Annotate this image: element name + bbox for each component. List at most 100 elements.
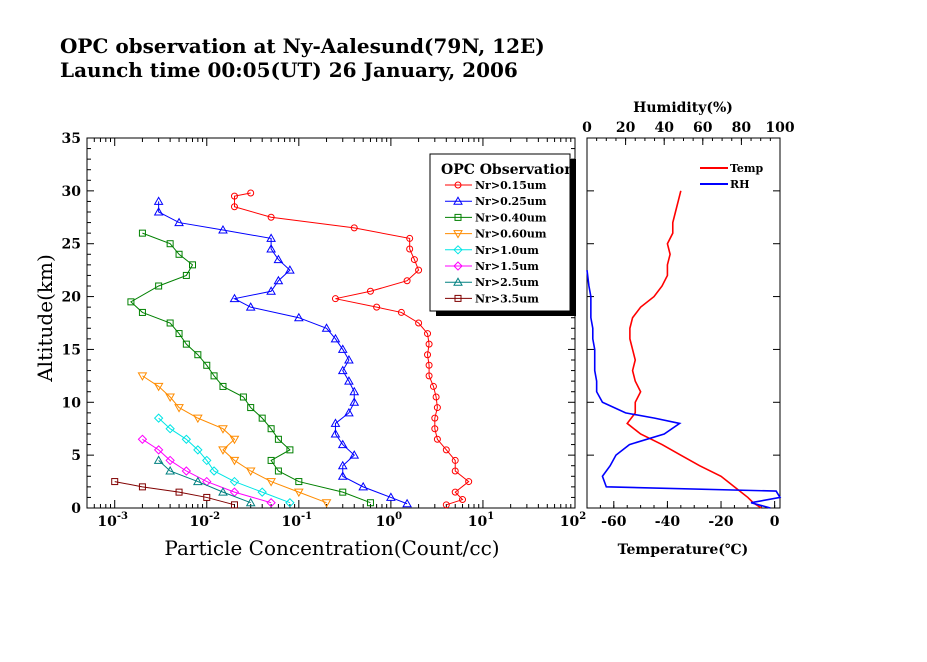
opc-data-point bbox=[229, 293, 240, 303]
opc-series-5 bbox=[153, 413, 295, 508]
opc-series-8 bbox=[111, 478, 238, 509]
opc-panel: 0 5 10 15 20 25 30 35 10-3 10-2 10-1 100 101 102 Part… bbox=[33, 131, 586, 560]
opc-y-tick-label: 10 bbox=[62, 395, 82, 411]
met-axis-ticks: -60 -40 -20 0 0 20 40 60 80 100 bbox=[582, 120, 795, 530]
opc-data-point bbox=[402, 498, 412, 508]
opc-series-line bbox=[142, 375, 327, 504]
legend-entry-marker bbox=[453, 277, 463, 286]
opc-data-point bbox=[138, 483, 146, 491]
opc-data-point bbox=[165, 393, 175, 403]
legend-rh-label: RH bbox=[730, 178, 750, 191]
opc-data-point bbox=[137, 372, 148, 381]
opc-data-point bbox=[137, 434, 148, 444]
opc-data-point bbox=[229, 435, 240, 445]
opc-data-point bbox=[175, 488, 183, 496]
opc-data-point bbox=[397, 308, 405, 316]
opc-data-point bbox=[386, 492, 396, 501]
opc-data-point bbox=[431, 425, 439, 433]
temperature-tick-label: -20 bbox=[708, 514, 734, 530]
opc-data-point bbox=[410, 256, 418, 264]
opc-data-point bbox=[192, 476, 203, 486]
opc-series-7 bbox=[153, 455, 256, 507]
legend-entry-marker bbox=[453, 230, 463, 239]
opc-data-point bbox=[266, 478, 276, 487]
legend-entry-label: Nr>3.5um bbox=[475, 292, 539, 305]
opc-data-point bbox=[406, 234, 414, 242]
opc-y-tick-label: 15 bbox=[62, 342, 81, 358]
opc-data-point bbox=[245, 467, 256, 477]
opc-data-point bbox=[218, 487, 228, 496]
opc-data-point bbox=[153, 445, 164, 455]
opc-series-line bbox=[158, 417, 291, 504]
opc-data-point bbox=[321, 499, 332, 508]
opc-data-point bbox=[153, 206, 164, 216]
opc-data-point bbox=[403, 277, 411, 285]
opc-data-point bbox=[330, 333, 341, 343]
opc-data-point bbox=[230, 192, 238, 200]
opc-series-3 bbox=[127, 229, 374, 507]
opc-data-point bbox=[175, 250, 183, 258]
opc-data-point bbox=[138, 229, 146, 237]
legend-entry-label: Nr>2.5um bbox=[475, 276, 539, 289]
opc-data-point bbox=[424, 330, 432, 338]
temperature-axis-label: Temperature(℃) bbox=[618, 542, 749, 558]
temperature-tick-label: -60 bbox=[601, 514, 627, 530]
legend-entry-label: Nr>1.0um bbox=[475, 244, 539, 257]
opc-data-point bbox=[349, 450, 360, 459]
opc-data-point bbox=[166, 319, 174, 327]
opc-data-point bbox=[465, 478, 473, 486]
opc-series-line bbox=[158, 201, 408, 505]
opc-data-point bbox=[425, 361, 433, 369]
opc-data-point bbox=[266, 286, 276, 295]
opc-x-tick-label: 10-1 bbox=[282, 511, 313, 530]
opc-y-tick-label: 20 bbox=[62, 290, 82, 306]
legend-temp-label: Temp bbox=[730, 162, 764, 175]
opc-y-tick-label: 25 bbox=[62, 237, 81, 253]
opc-data-point bbox=[432, 393, 440, 401]
opc-data-point bbox=[258, 414, 266, 422]
opc-data-point bbox=[153, 196, 164, 205]
opc-data-point bbox=[239, 393, 247, 401]
met-panel: -60 -40 -20 0 0 20 40 60 80 100 Temperature(℃) Hu… bbox=[582, 100, 795, 558]
opc-data-point bbox=[166, 240, 174, 248]
opc-series-4 bbox=[137, 372, 332, 508]
opc-data-point bbox=[330, 428, 341, 438]
opc-data-point bbox=[266, 233, 276, 242]
opc-data-point bbox=[429, 382, 437, 390]
opc-data-point bbox=[337, 460, 348, 470]
opc-data-point bbox=[181, 434, 192, 444]
opc-data-point bbox=[153, 455, 164, 464]
opc-data-point bbox=[330, 418, 341, 427]
opc-data-point bbox=[366, 499, 374, 507]
opc-data-point bbox=[174, 404, 184, 413]
opc-data-point bbox=[175, 330, 183, 338]
opc-data-point bbox=[293, 488, 304, 498]
humidity-tick-label: 100 bbox=[765, 120, 794, 136]
opc-data-point bbox=[331, 295, 339, 303]
opc-data-point bbox=[358, 481, 369, 491]
opc-data-point bbox=[266, 243, 276, 253]
opc-series-line bbox=[233, 192, 470, 506]
opc-x-tick-label: 102 bbox=[560, 511, 586, 530]
legend-entry-marker bbox=[454, 294, 462, 302]
opc-x-tick-label: 10-2 bbox=[189, 511, 220, 530]
opc-data-point bbox=[247, 404, 255, 412]
humidity-profile-line bbox=[586, 270, 782, 509]
opc-data-point bbox=[267, 213, 275, 221]
opc-data-point bbox=[182, 271, 190, 279]
opc-data-point bbox=[155, 282, 163, 290]
opc-data-point bbox=[245, 302, 256, 311]
opc-data-point bbox=[174, 217, 184, 227]
opc-data-point bbox=[194, 351, 202, 359]
opc-data-point bbox=[274, 435, 282, 443]
opc-data-point bbox=[431, 414, 439, 422]
opc-data-point bbox=[349, 386, 360, 396]
humidity-tick-label: 60 bbox=[693, 120, 713, 136]
opc-data-point bbox=[344, 407, 354, 417]
opc-series-line bbox=[114, 481, 235, 506]
temperature-tick-label: -40 bbox=[655, 514, 681, 530]
opc-data-point bbox=[274, 467, 282, 475]
opc-data-point bbox=[273, 254, 284, 264]
opc-data-point bbox=[451, 456, 459, 464]
opc-data-point bbox=[229, 456, 240, 466]
